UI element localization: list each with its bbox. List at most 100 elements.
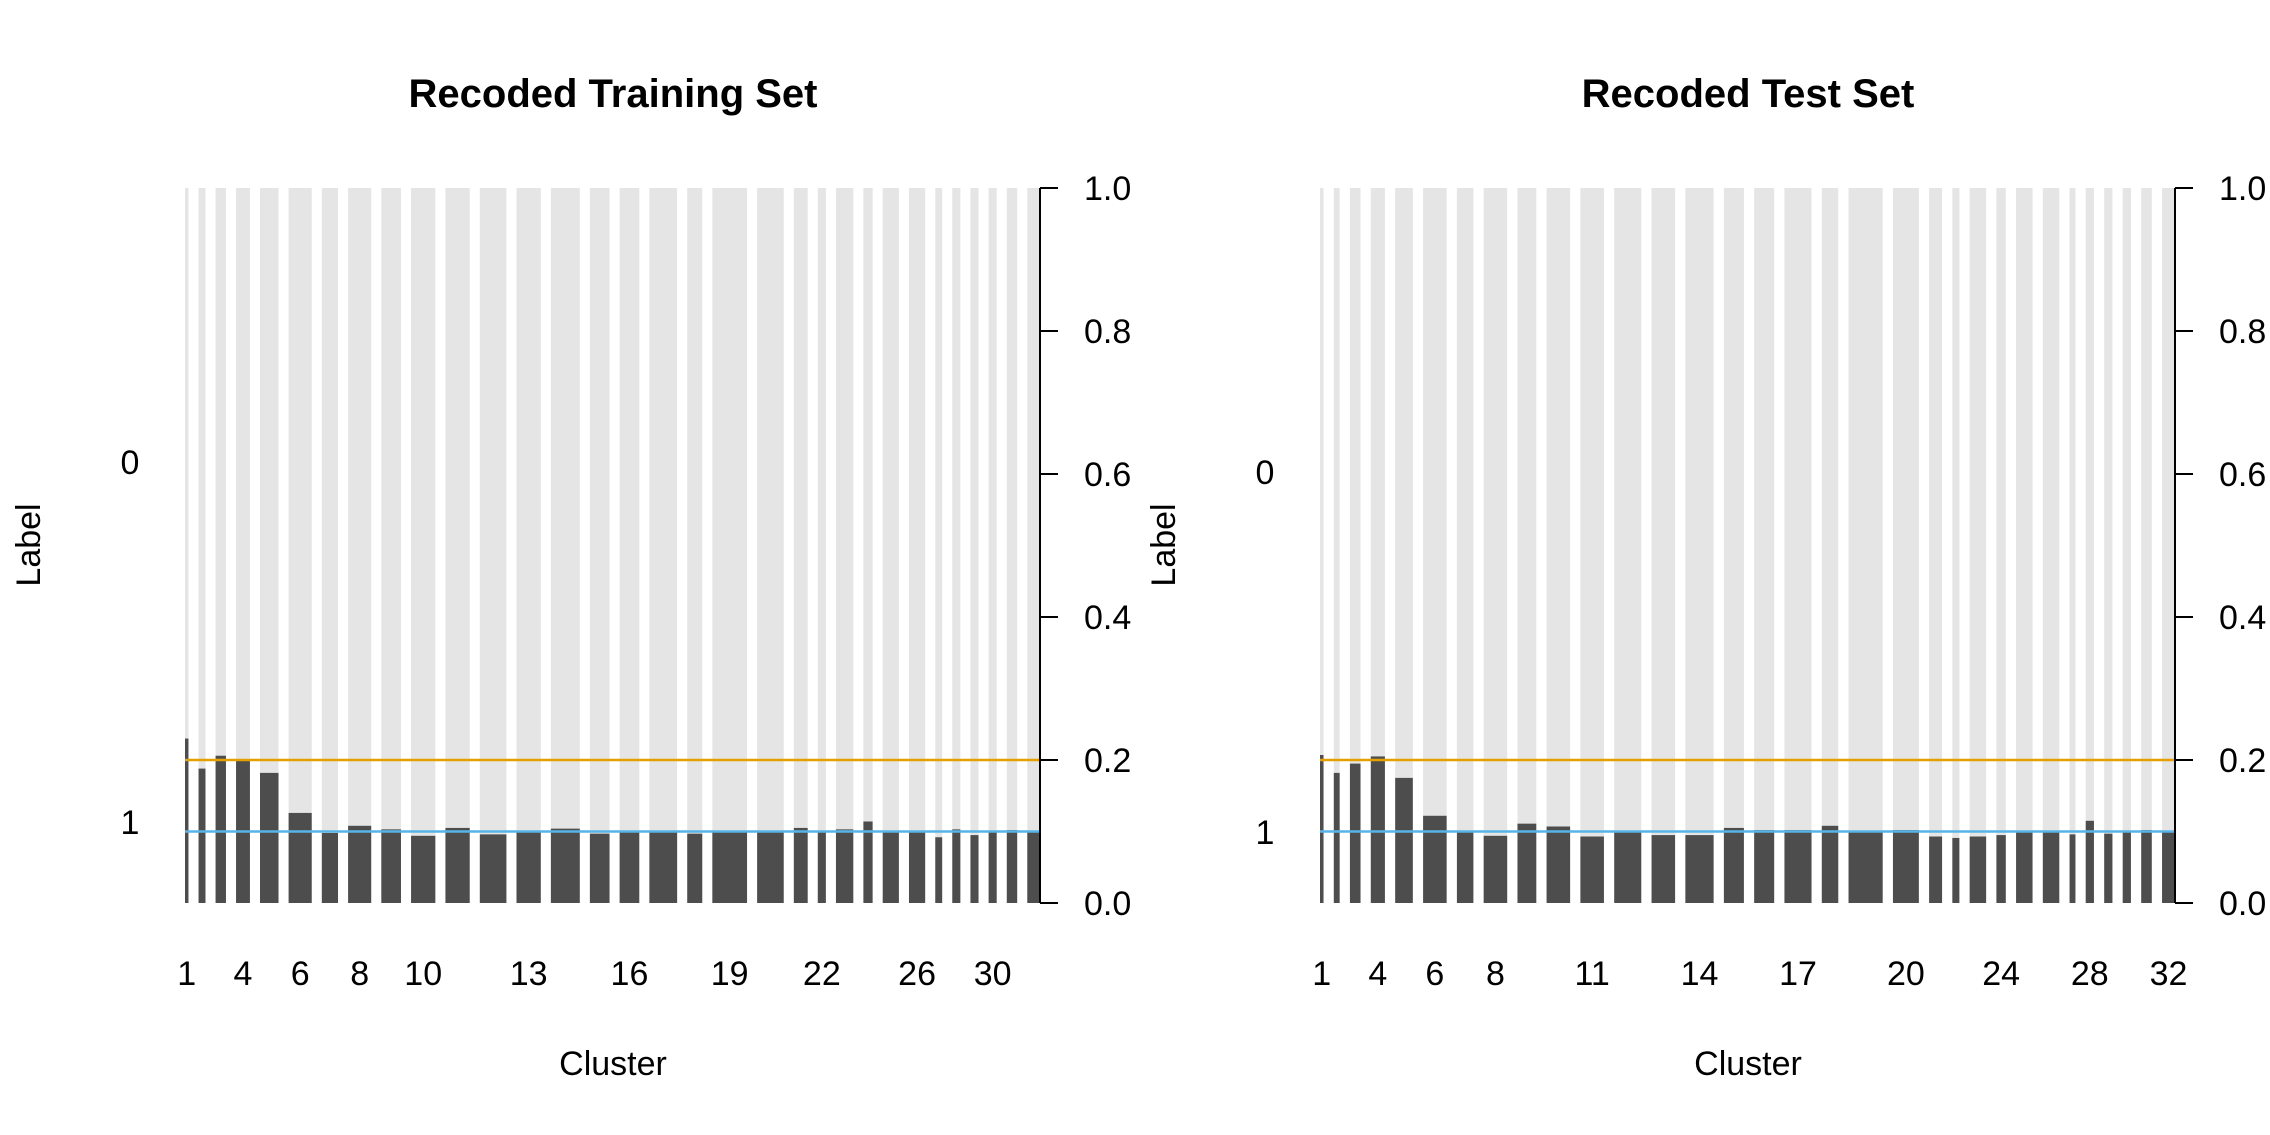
right-axis-tick-label: 0.6	[2219, 456, 2266, 494]
bar-segment-label-0	[793, 188, 808, 828]
bar-segment-label-1	[1848, 831, 1883, 903]
bar-segment-label-0	[1723, 188, 1744, 828]
right-axis-tick-label: 1.0	[1084, 170, 1131, 208]
bar-segment-label-0	[1483, 188, 1508, 836]
bar-segment-label-1	[988, 831, 997, 903]
bar-segment-label-1	[2085, 820, 2094, 903]
bar-segment-label-0	[288, 188, 312, 813]
bar-segment-label-1	[2104, 833, 2113, 903]
bar-segment-label-1	[1456, 831, 1474, 903]
bar-segment-label-0	[1320, 188, 1324, 755]
bar-segment-label-1	[1685, 835, 1714, 903]
x-axis-label: Cluster	[1694, 1045, 1802, 1083]
right-axis-tick-label: 0.6	[1084, 456, 1131, 494]
y-axis-label: Label	[10, 503, 48, 586]
bar-segment-label-1	[2016, 832, 2033, 903]
bar-segment-label-0	[321, 188, 339, 833]
chart-title: Recoded Training Set	[409, 72, 818, 116]
x-tick-label: 14	[1681, 955, 1719, 993]
bar-segment-label-1	[817, 831, 826, 903]
right-axis-tick-label: 0.8	[1084, 313, 1131, 351]
bar-segment-label-1	[550, 828, 580, 903]
bar-segment-label-0	[550, 188, 580, 829]
x-tick-label: 8	[350, 955, 369, 993]
bar-segment-label-1	[2141, 830, 2152, 903]
bar-segment-label-1	[935, 837, 943, 903]
x-tick-label: 11	[1575, 955, 1610, 993]
bar-segment-label-0	[381, 188, 401, 830]
bar-segment-label-1	[1614, 831, 1642, 903]
bar-segment-label-0	[1892, 188, 1919, 831]
bar-segment-label-0	[2016, 188, 2033, 833]
right-axis-tick-label: 1.0	[2219, 170, 2266, 208]
bar-segment-label-0	[2141, 188, 2152, 831]
bar-segment-label-0	[1423, 188, 1447, 816]
chart-title: Recoded Test Set	[1582, 72, 1915, 116]
bar-segment-label-0	[2162, 188, 2175, 832]
bar-segment-label-1	[1006, 830, 1018, 903]
bar-segment-label-0	[687, 188, 703, 834]
bar-segment-label-1	[1821, 825, 1839, 903]
x-tick-label: 6	[291, 955, 310, 993]
right-axis-tick-label: 0.2	[1084, 742, 1131, 780]
bar-segment-label-0	[236, 188, 250, 761]
bar-segment-label-1	[516, 831, 541, 903]
bar-segment-label-0	[445, 188, 470, 828]
bar-segment-label-1	[908, 831, 926, 903]
x-tick-label: 17	[1779, 955, 1817, 993]
bar-segment-label-0	[215, 188, 226, 756]
right-axis-tick-label: 0.4	[1084, 599, 1131, 637]
bar-segment-label-1	[757, 831, 784, 903]
bar-segment-label-0	[198, 188, 206, 769]
bar-segment-label-0	[1370, 188, 1385, 757]
right-axis-tick-label: 0.0	[1084, 885, 1131, 923]
right-axis-tick-label: 0.4	[2219, 599, 2266, 637]
bar-segment-label-0	[260, 188, 279, 773]
bar-segment-label-1	[1929, 836, 1943, 903]
bar-segment-label-1	[1754, 830, 1775, 903]
bar-segment-label-1	[1370, 756, 1385, 903]
bar-segment-label-0	[2122, 188, 2131, 832]
bar-segment-label-1	[2162, 831, 2175, 903]
bar-segment-label-0	[2042, 188, 2060, 832]
bar-segment-label-0	[1027, 188, 1040, 832]
y-category-label: 1	[1256, 814, 1275, 852]
x-axis-label: Cluster	[559, 1045, 667, 1083]
bar-segment-label-1	[712, 831, 748, 903]
bar-segment-label-0	[1395, 188, 1413, 778]
bar-segment-label-0	[619, 188, 640, 832]
bar-segment-label-0	[952, 188, 961, 830]
x-tick-label: 22	[803, 955, 841, 993]
bar-segment-label-0	[1580, 188, 1604, 837]
bar-segment-label-1	[1517, 823, 1537, 903]
bar-segment-label-1	[1320, 754, 1324, 903]
bar-segment-label-0	[1821, 188, 1839, 826]
x-tick-label: 10	[404, 955, 442, 993]
bar-segment-label-0	[970, 188, 979, 836]
x-tick-label: 26	[898, 955, 936, 993]
bar-segment-label-0	[1651, 188, 1676, 836]
bar-segment-label-0	[817, 188, 826, 832]
bar-segment-label-1	[1723, 827, 1744, 903]
bar-segment-label-0	[2069, 188, 2076, 835]
bar-segment-label-1	[445, 827, 470, 903]
bar-segment-label-1	[970, 835, 979, 903]
bar-segment-label-0	[2104, 188, 2113, 834]
bar-segment-label-0	[479, 188, 507, 835]
x-tick-label: 19	[711, 955, 749, 993]
bar-segment-label-1	[1892, 830, 1919, 903]
bar-segment-label-0	[908, 188, 926, 832]
bar-segment-label-1	[1546, 826, 1571, 903]
bar-segment-label-0	[589, 188, 610, 834]
x-tick-label: 8	[1486, 955, 1505, 993]
bar-segment-label-0	[1546, 188, 1571, 827]
bar-segment-label-1	[215, 755, 226, 903]
bar-segment-label-1	[619, 831, 640, 903]
x-tick-label: 4	[1368, 955, 1387, 993]
bar-segment-label-1	[863, 821, 873, 903]
bar-segment-label-1	[381, 829, 401, 903]
bar-segment-label-0	[1456, 188, 1474, 832]
bar-segment-label-1	[198, 768, 206, 903]
x-tick-label: 13	[510, 955, 548, 993]
